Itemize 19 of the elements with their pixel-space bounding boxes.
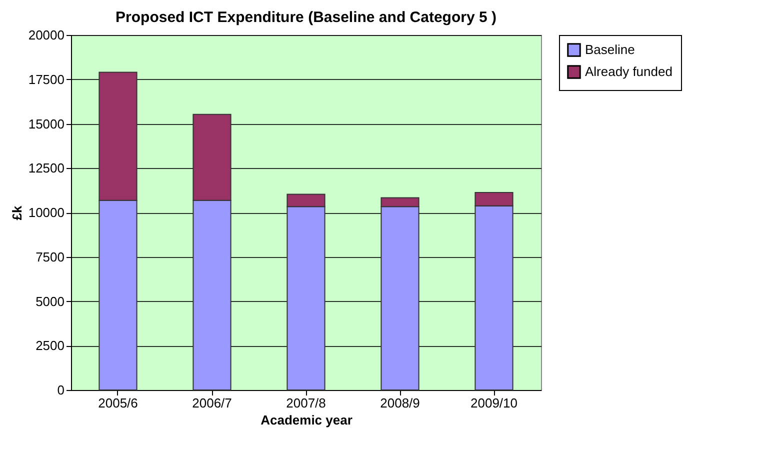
y-tick-label: 17500 [28,72,64,87]
x-tick-label: 2008/9 [380,396,420,410]
x-tick-label: 2007/8 [286,396,326,410]
chart-title: Proposed ICT Expenditure (Baseline and Category 5 ) [116,9,496,26]
y-tick-label: 0 [57,382,64,398]
x-tick-label: 2005/6 [98,396,138,410]
y-axis-title: £k [9,205,24,220]
y-tick-label: 15000 [28,116,64,132]
y-tick-label: 2500 [36,338,64,354]
x-axis-title: Academic year [260,412,352,428]
x-tick-label: 2009/10 [470,396,518,410]
x-tick-label: 2006/7 [192,396,232,410]
y-tick-label: 12500 [28,160,64,176]
legend-label: Baseline [585,42,635,57]
y-tick-label: 20000 [28,28,64,42]
y-tick-label: 10000 [28,205,64,220]
legend-label: Already funded [585,64,672,79]
y-tick-label: 5000 [36,294,64,309]
y-tick-label: 7500 [36,249,64,264]
